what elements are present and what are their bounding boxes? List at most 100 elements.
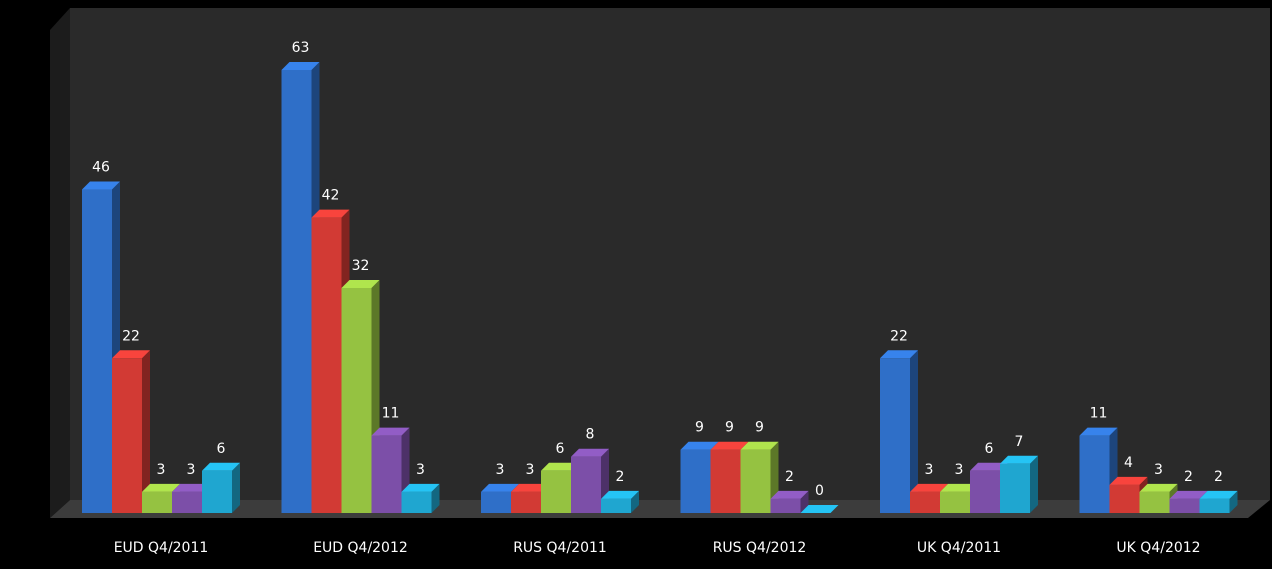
data-label: 2: [1214, 469, 1223, 485]
bar-front: [112, 358, 142, 513]
bar-front: [680, 449, 711, 513]
bar-top: [970, 462, 1008, 471]
bar-front: [341, 287, 372, 513]
data-label: 3: [157, 462, 166, 478]
data-label: 22: [890, 328, 908, 344]
bar: [112, 350, 150, 513]
bar: [1000, 455, 1038, 513]
bar-top: [680, 441, 719, 450]
data-label: 9: [755, 420, 764, 436]
bar-top: [341, 279, 380, 288]
data-label: 3: [496, 462, 505, 478]
bar-front: [1079, 435, 1110, 513]
data-label: 3: [187, 462, 196, 478]
data-label: 3: [955, 462, 964, 478]
bar-top: [1109, 476, 1148, 485]
bar-top: [910, 483, 948, 492]
bar-front: [970, 470, 1000, 513]
left-wall: [50, 8, 70, 518]
bar-front: [1139, 491, 1170, 513]
bar-side: [1229, 490, 1238, 513]
bar-side: [142, 350, 150, 513]
data-label: 3: [1154, 462, 1163, 478]
bar-front: [1169, 498, 1200, 513]
bar-top: [481, 483, 519, 492]
bar-front: [371, 435, 402, 513]
bar-top: [82, 181, 120, 190]
bar-top: [541, 462, 579, 471]
bar-side: [910, 350, 918, 513]
bar-front: [281, 70, 312, 513]
bar-top: [1139, 483, 1178, 492]
tick-label: UK Q4/2011: [917, 540, 1001, 556]
bar-front: [511, 491, 541, 513]
data-label: 3: [925, 462, 934, 478]
data-label: 2: [1184, 469, 1193, 485]
bar-top: [1079, 427, 1118, 436]
data-label: 46: [92, 160, 110, 176]
bar-top: [740, 441, 779, 450]
bar-front: [311, 217, 342, 513]
data-label: 3: [526, 462, 535, 478]
bar-side: [232, 462, 240, 513]
data-label: 4: [1124, 455, 1133, 471]
bar-top: [311, 209, 350, 218]
bar-top: [940, 483, 978, 492]
data-label: 11: [1090, 406, 1108, 422]
back-wall: [70, 8, 1270, 500]
bar: [202, 462, 240, 513]
data-label: 32: [352, 258, 370, 274]
bar: [880, 350, 918, 513]
bar-front: [541, 470, 571, 513]
bar-front: [770, 498, 801, 513]
bar-top: [1169, 490, 1208, 499]
tick-label: EUD Q4/2012: [313, 540, 408, 556]
bar: [1199, 490, 1238, 513]
bars-layer: [82, 62, 1238, 514]
bar-front: [401, 491, 432, 513]
bar-top: [142, 483, 180, 492]
bar-top: [571, 448, 609, 457]
tick-label: RUS Q4/2011: [513, 540, 607, 556]
bar-front: [142, 491, 172, 513]
bar-front: [571, 456, 601, 513]
bar-front: [940, 491, 970, 513]
tick-label: UK Q4/2012: [1116, 540, 1200, 556]
data-label: 8: [586, 427, 595, 443]
bar: [281, 62, 320, 513]
data-label: 63: [292, 40, 310, 56]
bar-side: [800, 490, 809, 513]
bar: [800, 505, 839, 513]
bar-front: [1109, 484, 1140, 513]
bar: [740, 441, 779, 513]
category-labels-layer: EUD Q4/2011 EUD Q4/2012 RUS Q4/2011 RUS Q4/…: [114, 540, 1201, 556]
bar-side: [1030, 455, 1038, 513]
data-label: 7: [1015, 434, 1024, 450]
bar-top: [281, 62, 320, 70]
bar-side: [431, 483, 440, 513]
bar-top: [1199, 490, 1238, 499]
bar-front: [910, 491, 940, 513]
data-label: 42: [322, 188, 340, 204]
bar-top: [401, 483, 440, 492]
bar-front: [1199, 498, 1230, 513]
bar-top: [601, 490, 639, 499]
bar-front: [82, 189, 112, 514]
bar-front: [481, 491, 511, 513]
tick-label: EUD Q4/2011: [114, 540, 209, 556]
tick-label: RUS Q4/2012: [713, 540, 807, 556]
bar: [1079, 427, 1118, 513]
data-label: 6: [217, 441, 226, 457]
data-label: 3: [416, 462, 425, 478]
bar-front: [172, 491, 202, 513]
data-label: 6: [556, 441, 565, 457]
data-label: 9: [725, 420, 734, 436]
bar-front: [740, 449, 771, 513]
bar-side: [631, 490, 639, 513]
bar-top: [710, 441, 749, 450]
bar-top: [371, 427, 410, 436]
bar-front: [880, 358, 910, 513]
data-label: 11: [382, 406, 400, 422]
